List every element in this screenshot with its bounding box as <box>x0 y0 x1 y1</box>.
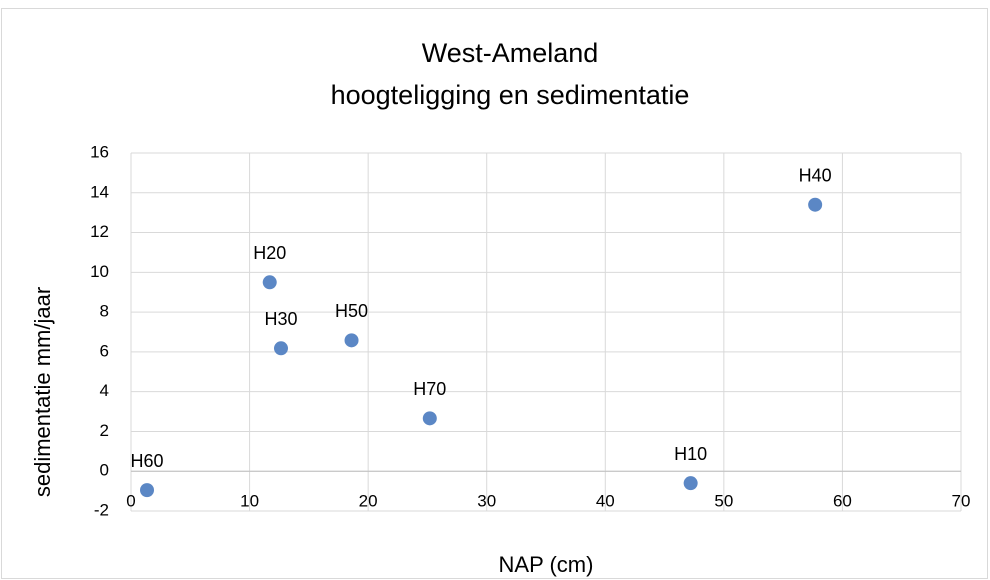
y-tick-label: -2 <box>94 500 109 519</box>
x-axis-title: NAP (cm) <box>499 552 594 577</box>
point <box>273 341 288 356</box>
y-tick-label: 12 <box>90 222 109 241</box>
x-tick-label: 30 <box>477 492 496 511</box>
y-tick-label: 6 <box>100 341 109 360</box>
point <box>140 483 155 498</box>
y-tick-label: 16 <box>90 142 109 161</box>
point-label: H30 <box>264 309 297 329</box>
point-label: H60 <box>130 451 163 471</box>
point-label: H70 <box>413 379 446 399</box>
y-tick-label: 14 <box>90 182 109 201</box>
y-tick-label: 8 <box>100 302 109 321</box>
x-tick-label: 20 <box>359 492 378 511</box>
y-tick-label: 2 <box>100 421 109 440</box>
point-label: H50 <box>335 301 368 321</box>
x-tick-label: 0 <box>126 492 135 511</box>
point <box>683 476 698 491</box>
chart-title: West-Ameland <box>422 38 599 68</box>
y-axis-title: sedimentatie mm/jaar <box>30 287 55 497</box>
y-tick-label: 10 <box>90 262 109 281</box>
chart-subtitle: hoogteligging en sedimentatie <box>331 80 690 110</box>
point-label: H40 <box>799 165 832 185</box>
point-label: H10 <box>674 444 707 464</box>
x-tick-label: 40 <box>596 492 615 511</box>
x-tick-label: 60 <box>833 492 852 511</box>
x-tick-label: 50 <box>714 492 733 511</box>
point <box>262 275 277 290</box>
point <box>344 333 359 348</box>
chart-border <box>1 8 988 579</box>
point-label: H20 <box>253 243 286 263</box>
point <box>422 411 437 426</box>
y-tick-label: 4 <box>100 381 109 400</box>
x-tick-label: 70 <box>952 492 971 511</box>
x-tick-label: 10 <box>240 492 259 511</box>
y-tick-label: 0 <box>100 461 109 480</box>
point <box>808 197 823 212</box>
